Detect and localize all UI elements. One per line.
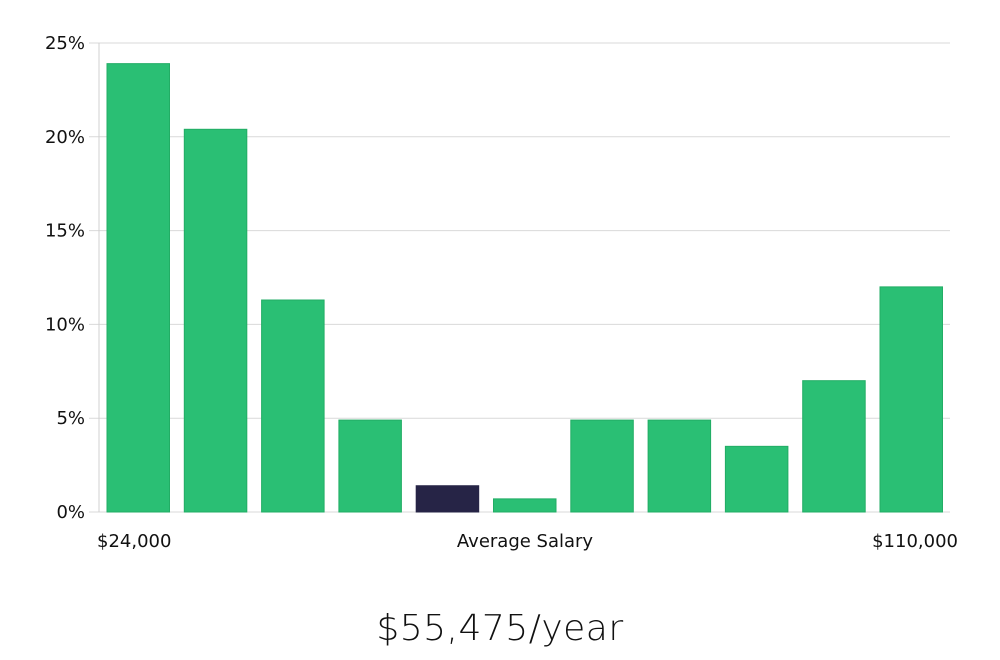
- bar: [570, 419, 634, 513]
- x-max-label: $110,000: [872, 531, 958, 552]
- y-tick-label: 15%: [45, 221, 85, 242]
- bar: [802, 380, 866, 513]
- bar: [724, 445, 789, 513]
- bar: [493, 498, 557, 513]
- bars: [106, 63, 943, 513]
- bar: [647, 419, 712, 513]
- bar: [261, 299, 325, 513]
- x-axis-labels: $24,000 Average Salary $110,000: [97, 531, 958, 552]
- bar: [879, 286, 943, 513]
- y-tick-label: 20%: [45, 127, 85, 148]
- x-axis-title: Average Salary: [457, 531, 594, 552]
- average-salary-headline: $55,475/year: [376, 608, 624, 649]
- y-axis-ticks: 0% 5% 10% 15% 20% 25%: [45, 33, 85, 523]
- bar: [183, 128, 248, 513]
- x-min-label: $24,000: [97, 531, 171, 552]
- y-tick-label: 25%: [45, 33, 85, 54]
- bar-highlighted: [415, 485, 480, 513]
- y-tick-label: 5%: [56, 408, 85, 429]
- y-tick-label: 10%: [45, 314, 85, 335]
- bar: [106, 63, 170, 513]
- y-tick-label: 0%: [56, 502, 85, 523]
- bar: [338, 419, 402, 513]
